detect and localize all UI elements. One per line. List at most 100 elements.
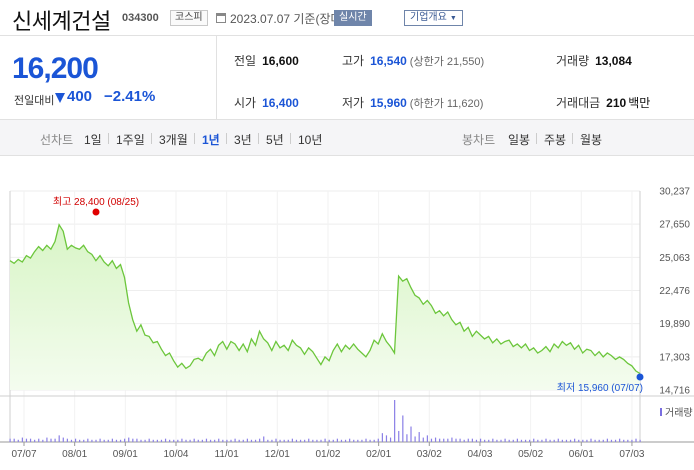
- y-tick-label: 19,890: [659, 319, 690, 330]
- volume-bar: [561, 439, 563, 442]
- company-info-dropdown[interactable]: 기업개요 ▼: [404, 10, 463, 26]
- x-tick-label: 05/02: [518, 449, 543, 460]
- market-badge: 코스피: [170, 10, 208, 26]
- volume-bar: [422, 437, 424, 442]
- stat-limit: (하한가 11,620): [409, 98, 484, 110]
- volume-bar: [177, 439, 179, 442]
- y-tick-label: 17,303: [659, 352, 690, 363]
- volume-bar: [565, 439, 568, 442]
- summary-divider: [216, 36, 217, 120]
- volume-bar: [635, 438, 637, 442]
- tab-divider: [108, 133, 109, 144]
- stat-label: 거래대금: [556, 96, 601, 110]
- volume-bar: [201, 439, 203, 442]
- volume-bar: [381, 433, 383, 442]
- volume-bar: [512, 439, 514, 442]
- volume-bar: [614, 439, 617, 442]
- volume-bar: [385, 435, 388, 442]
- volume-bar: [263, 436, 265, 442]
- volume-bar: [254, 439, 257, 442]
- high-annotation: 최고 28,400 (08/25): [53, 196, 139, 208]
- volume-bar: [459, 438, 461, 442]
- volume-bar: [504, 438, 506, 442]
- volume-bar: [336, 438, 338, 442]
- stat-volume: 거래량 13,084: [556, 52, 632, 69]
- tab-monthly-candle[interactable]: 월봉: [580, 133, 603, 147]
- volume-bar: [389, 437, 392, 442]
- volume-bar: [365, 438, 367, 442]
- volume-bar: [181, 438, 183, 442]
- stat-label: 시가: [234, 96, 257, 110]
- volume-bar: [434, 437, 437, 442]
- volume-bar: [87, 438, 89, 442]
- volume-bar: [222, 439, 224, 442]
- volume-bar: [369, 439, 371, 442]
- volume-bar: [21, 437, 23, 442]
- volume-bar: [529, 439, 531, 442]
- volume-bar: [205, 438, 208, 442]
- volume-bar: [439, 438, 441, 442]
- line-chart-label: 선차트: [40, 133, 74, 147]
- volume-bar: [496, 439, 498, 442]
- tab-10years[interactable]: 10년: [298, 133, 323, 147]
- tab-1day[interactable]: 1일: [84, 133, 102, 147]
- volume-bar: [344, 439, 347, 442]
- chevron-down-icon: ▼: [449, 15, 457, 22]
- tab-1year[interactable]: 1년: [202, 133, 220, 147]
- stat-label: 고가: [342, 54, 365, 68]
- volume-bar: [250, 439, 253, 442]
- y-tick-label: 14,716: [659, 386, 690, 397]
- volume-bar: [271, 439, 273, 442]
- volume-bar: [95, 439, 97, 442]
- stat-label: 전일: [234, 54, 257, 68]
- volume-bar: [332, 439, 334, 442]
- volume-bar: [349, 438, 351, 442]
- as-of-date: 2023.07.07 기준(장마감): [230, 12, 357, 26]
- volume-bar: [308, 438, 310, 442]
- volume-bar: [430, 438, 433, 442]
- y-tick-label: 30,237: [659, 187, 690, 198]
- y-tick-label: 25,063: [659, 253, 690, 264]
- tab-5years[interactable]: 5년: [266, 133, 284, 147]
- volume-bar: [185, 439, 187, 442]
- tab-3years[interactable]: 3년: [234, 133, 252, 147]
- volume-bar: [520, 439, 523, 442]
- tab-daily-candle[interactable]: 일봉: [508, 133, 531, 147]
- tab-3months[interactable]: 3개월: [159, 133, 188, 147]
- calendar-icon: [216, 13, 226, 23]
- tab-1week[interactable]: 1주일: [116, 133, 145, 147]
- volume-bar: [230, 439, 232, 442]
- volume-bar: [557, 438, 559, 442]
- x-tick-label: 07/07: [11, 449, 36, 460]
- volume-bar: [152, 439, 154, 442]
- volume-bar: [62, 437, 64, 442]
- volume-bar: [42, 439, 44, 442]
- volume-bar: [402, 415, 404, 442]
- volume-bar: [29, 438, 32, 442]
- volume-bar: [38, 438, 40, 442]
- volume-bar: [619, 438, 621, 442]
- realtime-button[interactable]: 실시간: [334, 10, 372, 26]
- volume-bar: [136, 438, 138, 442]
- low-point-marker: [636, 373, 644, 381]
- volume-bar: [169, 439, 171, 442]
- volume-bar: [9, 438, 11, 442]
- stat-value: 16,400: [262, 96, 299, 110]
- price-chart: 30,237 27,650 25,063 22,476 19,890 17,303 14,7…: [0, 187, 694, 460]
- stat-value: 16,540: [370, 54, 407, 68]
- change-label: 전일대비: [14, 95, 55, 107]
- volume-bar: [606, 438, 608, 442]
- volume-bar: [246, 438, 248, 442]
- volume-bar: [533, 438, 535, 442]
- stat-prev-close: 전일 16,600: [234, 52, 299, 69]
- volume-bar: [25, 438, 28, 442]
- volume-bar: [524, 439, 527, 442]
- x-tick-label: 06/01: [569, 449, 594, 460]
- volume-bar: [124, 438, 126, 442]
- volume-bar: [226, 439, 228, 442]
- x-tick-label: 07/03: [619, 449, 644, 460]
- volume-bar: [79, 439, 81, 442]
- stat-low: 저가 15,960 (하한가 11,620): [342, 94, 483, 111]
- volume-bar: [537, 439, 539, 442]
- tab-weekly-candle[interactable]: 주봉: [544, 133, 567, 147]
